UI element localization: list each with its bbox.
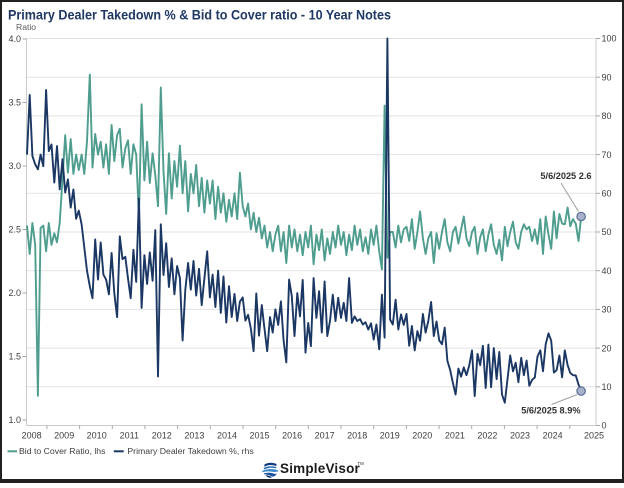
svg-text:2.0: 2.0 [8, 288, 21, 298]
svg-text:1.0: 1.0 [8, 415, 21, 425]
svg-text:90: 90 [602, 72, 612, 82]
svg-text:2008: 2008 [22, 431, 42, 441]
svg-text:2010: 2010 [87, 431, 107, 441]
svg-text:2022: 2022 [477, 431, 497, 441]
svg-text:TM: TM [358, 461, 365, 466]
svg-text:50: 50 [602, 227, 612, 237]
svg-text:2018: 2018 [347, 431, 367, 441]
svg-text:2012: 2012 [152, 431, 172, 441]
svg-text:2020: 2020 [412, 431, 432, 441]
svg-text:70: 70 [602, 150, 612, 160]
svg-text:30: 30 [602, 305, 612, 315]
svg-text:2021: 2021 [445, 431, 465, 441]
svg-text:1.5: 1.5 [8, 352, 21, 362]
svg-text:2016: 2016 [282, 431, 302, 441]
svg-text:2025: 2025 [584, 431, 604, 441]
svg-text:10: 10 [602, 382, 612, 392]
svg-text:SimpleVisor: SimpleVisor [280, 461, 361, 476]
svg-text:Primary Dealer Takedown % & Bi: Primary Dealer Takedown % & Bid to Cover… [8, 8, 391, 23]
svg-text:0: 0 [602, 421, 607, 431]
svg-text:100: 100 [602, 34, 617, 44]
svg-text:5/6/2025 2.6: 5/6/2025 2.6 [540, 171, 591, 181]
svg-text:20: 20 [602, 343, 612, 353]
svg-text:2014: 2014 [217, 431, 237, 441]
svg-text:2011: 2011 [120, 431, 139, 441]
svg-text:40: 40 [602, 266, 612, 276]
svg-text:2013: 2013 [184, 431, 204, 441]
svg-text:4.0: 4.0 [8, 34, 21, 44]
svg-text:2009: 2009 [54, 431, 74, 441]
svg-text:3.0: 3.0 [8, 161, 21, 171]
svg-text:Bid to Cover Ratio, lhs: Bid to Cover Ratio, lhs [19, 446, 106, 456]
svg-text:2015: 2015 [249, 431, 269, 441]
svg-text:2019: 2019 [380, 431, 400, 441]
svg-text:80: 80 [602, 111, 612, 121]
svg-text:Ratio: Ratio [16, 22, 36, 32]
svg-text:Primary Dealer Takedown %, rhs: Primary Dealer Takedown %, rhs [127, 446, 254, 456]
svg-text:2.5: 2.5 [8, 225, 21, 235]
svg-text:5/6/2025 8.9%: 5/6/2025 8.9% [521, 406, 580, 416]
svg-text:60: 60 [602, 189, 612, 199]
svg-text:2024: 2024 [543, 431, 563, 441]
svg-text:2023: 2023 [510, 431, 530, 441]
svg-text:2017: 2017 [315, 431, 335, 441]
svg-text:3.5: 3.5 [8, 98, 21, 108]
